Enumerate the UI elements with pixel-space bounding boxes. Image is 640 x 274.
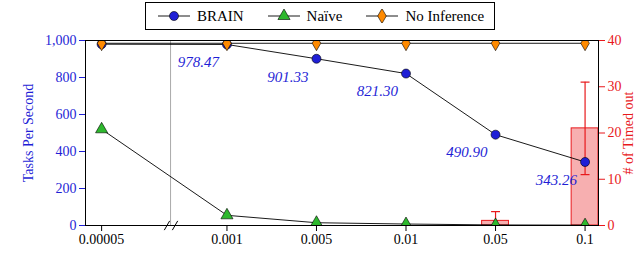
svg-text:40: 40 — [608, 33, 622, 48]
svg-text:0.005: 0.005 — [301, 232, 333, 247]
svg-text:Tasks Per Second: Tasks Per Second — [21, 84, 36, 183]
svg-text:10: 10 — [608, 172, 622, 187]
svg-text:978.47: 978.47 — [178, 54, 221, 70]
svg-text:# of Timed out: # of Timed out — [621, 91, 636, 174]
svg-text:20: 20 — [608, 125, 622, 140]
svg-text:1,000: 1,000 — [45, 33, 77, 48]
svg-text:0: 0 — [70, 218, 77, 233]
svg-text:821.30: 821.30 — [357, 83, 399, 99]
svg-text:800: 800 — [56, 70, 77, 85]
svg-text:0.05: 0.05 — [483, 232, 508, 247]
svg-text:30: 30 — [608, 79, 622, 94]
svg-text:490.90: 490.90 — [446, 144, 488, 160]
svg-text:600: 600 — [56, 107, 77, 122]
svg-text:200: 200 — [56, 181, 77, 196]
svg-text:901.33: 901.33 — [267, 69, 308, 85]
svg-text:0.1: 0.1 — [576, 232, 594, 247]
svg-text:0.00005: 0.00005 — [79, 232, 125, 247]
svg-text:0.01: 0.01 — [394, 232, 419, 247]
svg-text:0.001: 0.001 — [211, 232, 243, 247]
svg-text:400: 400 — [56, 144, 77, 159]
svg-text:0: 0 — [608, 218, 615, 233]
svg-text:343.26: 343.26 — [535, 172, 578, 188]
